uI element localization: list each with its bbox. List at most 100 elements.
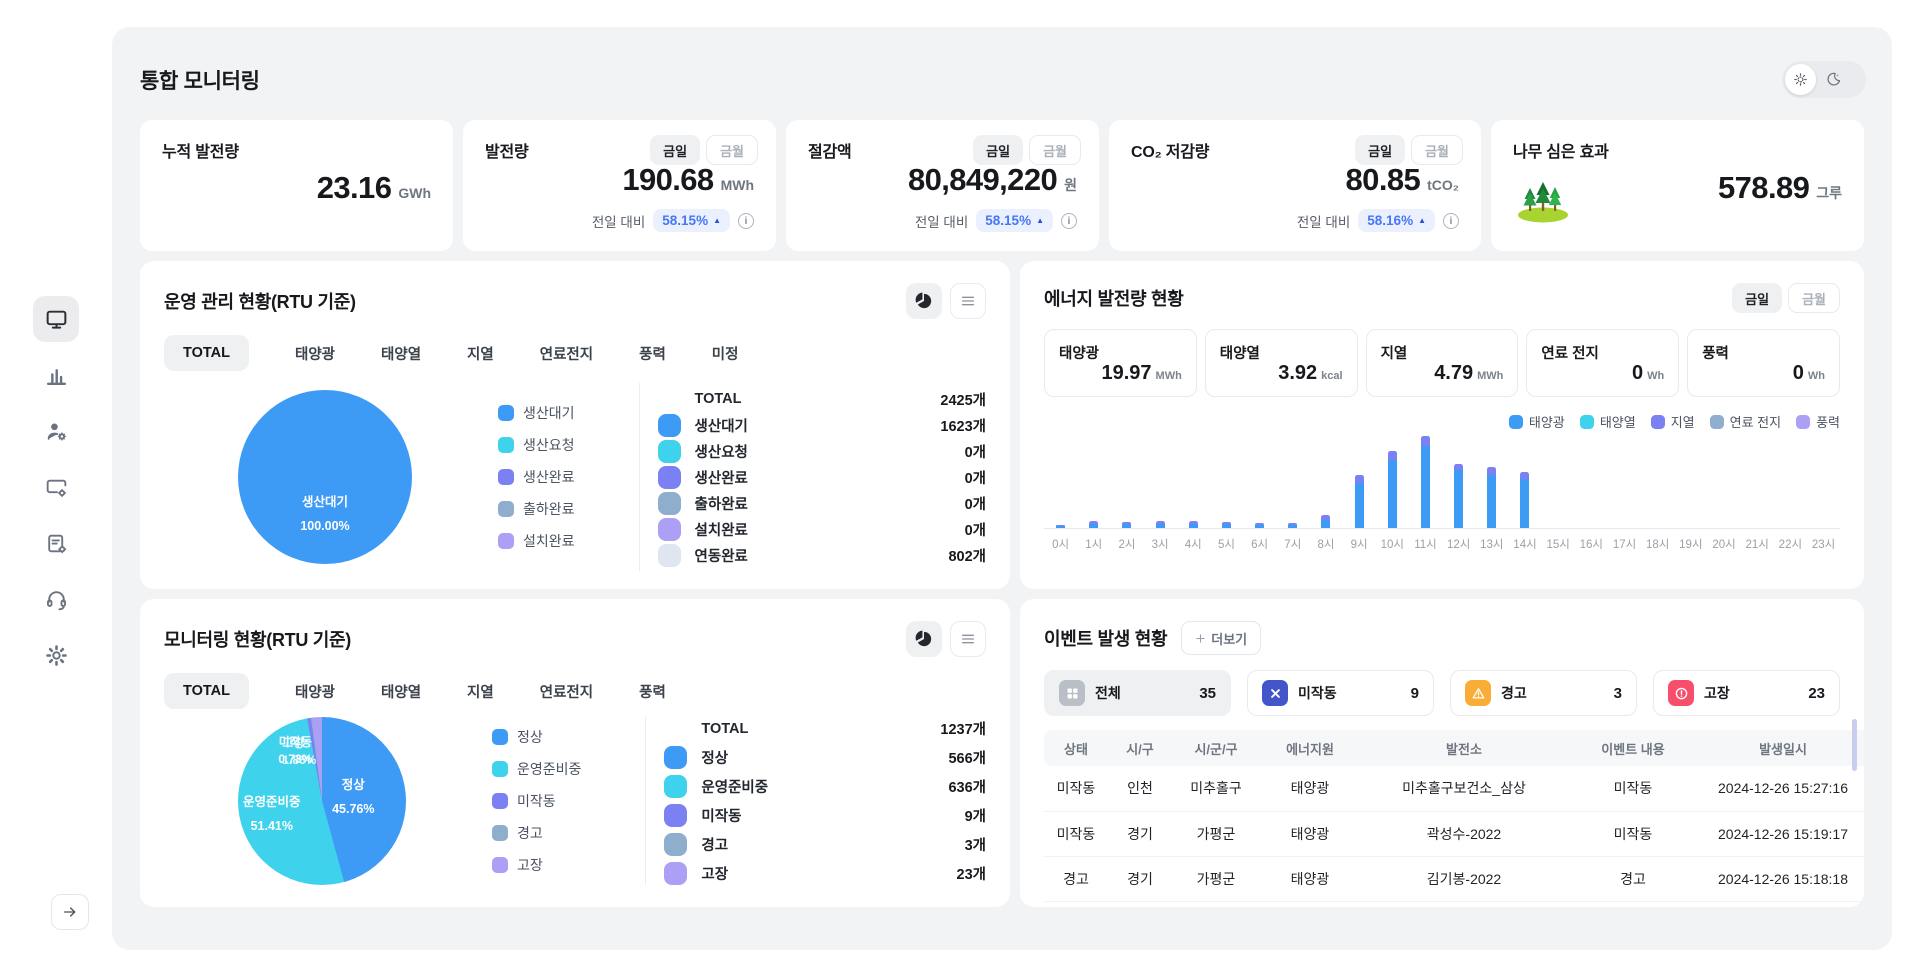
tab[interactable]: 지열 (467, 684, 494, 701)
legend-color-chip (492, 825, 508, 841)
table-scrollbar[interactable] (1852, 719, 1857, 771)
event-table: 상태 시/구 시/군/구 에너지원 발전소 이벤트 내용 발생일시 미작동 인천 미추홀구 … (1044, 730, 1864, 902)
list-view-button[interactable] (950, 621, 986, 657)
list-view-button[interactable] (950, 283, 986, 319)
status-label: 생산대기 (694, 418, 748, 435)
month-toggle[interactable]: 금월 (1029, 135, 1081, 165)
pie-slice-percent: 45.76% (332, 801, 375, 816)
tab[interactable]: 지열 (467, 346, 494, 363)
info-icon[interactable]: i (1443, 212, 1459, 229)
tab[interactable]: TOTAL (164, 673, 249, 709)
bar-column[interactable] (1144, 521, 1177, 528)
info-icon[interactable]: i (1061, 212, 1077, 229)
bar-segment-geothermal (1089, 521, 1099, 524)
legend-item: 태양열 (1579, 412, 1636, 431)
bar-segment-geothermal (1288, 523, 1298, 525)
bottom-row: 모니터링 현황(RTU 기준) TOTAL 태양광 태양열 지열 연료전지 풍력 (140, 599, 1864, 907)
monitoring-pie-chart[interactable]: 정상 45.76% 운영준비중 51.41% 미작동 고장 0.73% 1.86% (238, 717, 406, 885)
bar-column[interactable] (1475, 467, 1508, 528)
sidebar-item-support[interactable] (33, 576, 79, 622)
status-color-chip (658, 388, 681, 411)
month-toggle[interactable]: 금월 (1411, 135, 1463, 165)
card-savings: 절감액 금일 금월 80,849,220 원 전일 대비 58.15% ▲ i (786, 120, 1099, 251)
stacked-bar (1387, 451, 1397, 528)
table-row[interactable]: 미작동 인천 미추홀구 태양광 미추홀구보건소_삼상 미작동 2024-12-2… (1044, 766, 1864, 812)
bar-column[interactable] (1243, 523, 1276, 528)
stacked-bar (1255, 523, 1265, 528)
theme-toggle (1782, 61, 1866, 98)
ops-pie-chart[interactable]: 생산대기 100.00% (238, 390, 412, 564)
table-row[interactable]: 미작동 경기 가평군 태양광 곽성수-2022 미작동 2024-12-26 1… (1044, 811, 1864, 857)
bar-segment-solar (1056, 526, 1066, 528)
tab[interactable]: 연료전지 (539, 346, 594, 363)
sidebar-item-monitoring[interactable] (33, 296, 79, 342)
tab[interactable]: 연료전지 (539, 684, 594, 701)
sidebar-item-statistics[interactable] (33, 352, 79, 398)
info-icon[interactable]: i (738, 212, 754, 229)
tab[interactable]: 태양열 (381, 684, 422, 701)
event-filter-chip[interactable]: 전체 35 (1044, 670, 1231, 716)
bar-segment-solar (1288, 525, 1298, 528)
pie-legend: 생산대기 생산요청 생산완료 (498, 403, 575, 551)
tab[interactable]: 태양광 (294, 346, 336, 363)
bar-column[interactable] (1343, 475, 1376, 528)
event-filter-chip[interactable]: 미작동 9 (1247, 670, 1434, 716)
status-color-chip (657, 465, 681, 489)
bar-column[interactable] (1409, 436, 1442, 528)
pie-view-button[interactable] (906, 283, 942, 319)
x-tick-label: 11시 (1414, 539, 1437, 551)
today-toggle[interactable]: 금일 (1732, 283, 1783, 313)
more-button[interactable]: 더보기 (1181, 621, 1262, 655)
today-toggle[interactable]: 금일 (973, 135, 1024, 165)
bar-column[interactable] (1210, 522, 1243, 528)
tab[interactable]: 태양열 (381, 346, 422, 363)
tab[interactable]: 태양광 (294, 684, 336, 701)
cell-plant: 곽성수-2022 (1360, 811, 1568, 857)
today-toggle[interactable]: 금일 (650, 135, 701, 165)
tab[interactable]: 풍력 (639, 684, 666, 701)
bar-column[interactable] (1442, 464, 1475, 528)
status-color-chip (657, 439, 681, 463)
pie-view-button[interactable] (906, 621, 942, 657)
month-toggle[interactable]: 금월 (706, 135, 758, 165)
dark-mode-button[interactable] (1818, 64, 1849, 95)
bar-column[interactable] (1110, 522, 1143, 528)
sidebar-item-settings[interactable] (33, 632, 79, 678)
bar-column[interactable] (1177, 521, 1210, 528)
legend-item: 생산대기 (498, 403, 575, 423)
cell-plant: 미추홀구보건소_삼상 (1360, 766, 1568, 812)
status-count: 802개 (948, 548, 986, 565)
sidebar-item-devices[interactable] (33, 464, 79, 510)
stacked-bar (1155, 521, 1165, 528)
today-toggle[interactable]: 금일 (1355, 135, 1406, 165)
sidebar-collapse-button[interactable] (51, 894, 89, 930)
card-title: CO₂ 저감량 (1131, 144, 1210, 161)
cell-timestamp: 2024-12-26 15:27:16 (1698, 766, 1864, 812)
legend-item: 미작동 (492, 791, 581, 811)
status-count: 0개 (964, 470, 986, 487)
cell-energy-source: 태양광 (1260, 856, 1360, 902)
energy-source-card: 지열 4.79 MWh (1365, 329, 1519, 397)
sidebar (0, 0, 112, 966)
bar-column[interactable] (1044, 525, 1077, 528)
event-filter-chip[interactable]: 고장 23 (1653, 670, 1840, 716)
stacked-bar (1487, 467, 1497, 528)
tab[interactable]: TOTAL (164, 335, 249, 371)
light-mode-button[interactable] (1785, 64, 1816, 95)
tab[interactable]: 풍력 (639, 346, 666, 363)
bar-column[interactable] (1376, 451, 1409, 528)
sidebar-item-members[interactable] (33, 408, 79, 454)
month-toggle[interactable]: 금월 (1788, 283, 1840, 313)
bar-column[interactable] (1309, 515, 1342, 528)
pie-chart-icon (915, 630, 932, 647)
bar-column[interactable] (1077, 521, 1110, 528)
table-row[interactable]: 경고 경기 가평군 태양광 김기봉-2022 경고 2024-12-26 15:… (1044, 856, 1864, 902)
bar-column[interactable] (1508, 472, 1541, 528)
tab[interactable]: 미정 (711, 346, 739, 363)
bar-column[interactable] (1276, 523, 1309, 528)
event-filter-chip[interactable]: 경고 3 (1450, 670, 1637, 716)
energy-source-card: 태양광 19.97 MWh (1044, 329, 1197, 397)
sidebar-item-reports[interactable] (33, 520, 79, 566)
cell-event-content: 미작동 (1568, 811, 1698, 857)
value: 3.92 (1278, 362, 1318, 384)
